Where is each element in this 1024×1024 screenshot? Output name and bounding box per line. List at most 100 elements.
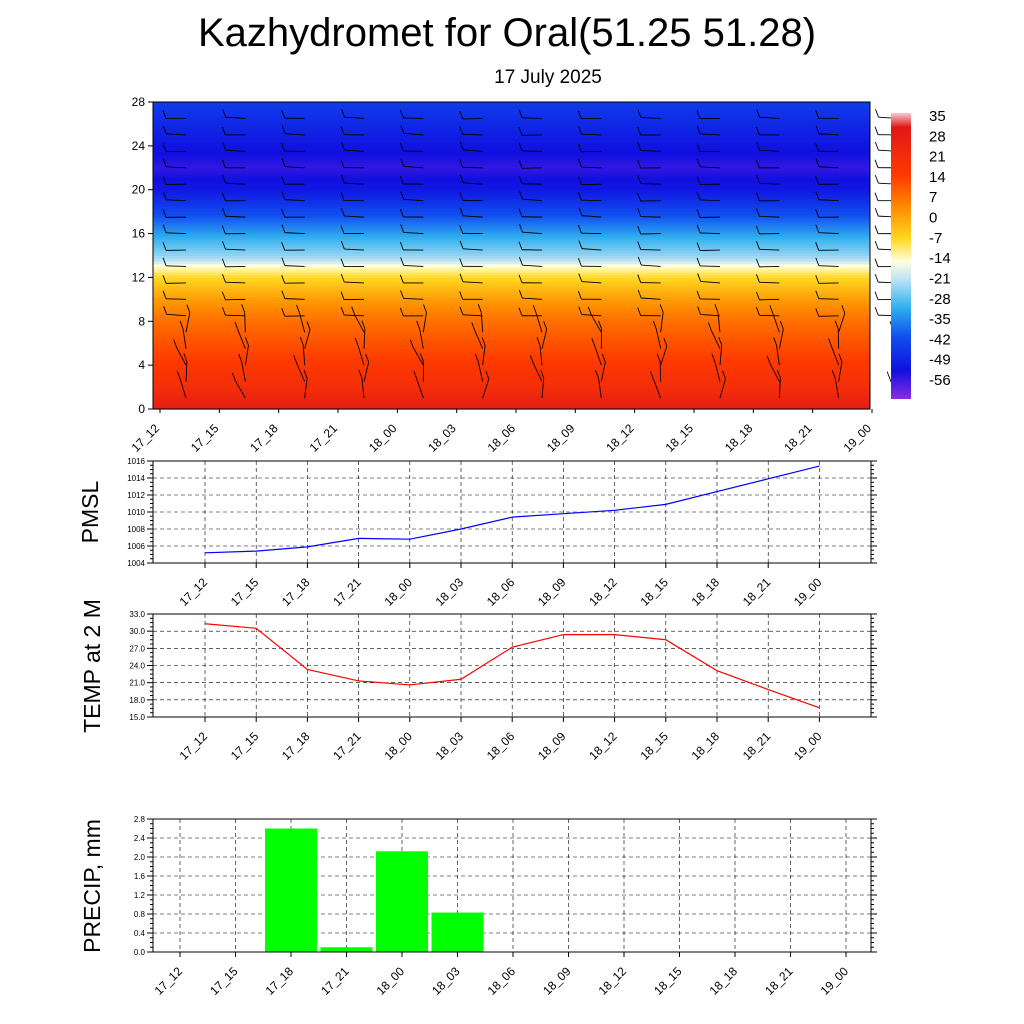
wind-barb-shaft: [225, 116, 246, 119]
wind-barb-flag: [281, 125, 286, 134]
wind-barb-shaft: [776, 345, 780, 366]
ytick-label: 0.8: [134, 910, 146, 919]
wind-barb-flag: [459, 258, 464, 267]
colorbar-label: -14: [929, 250, 951, 267]
wind-barb-flag: [518, 241, 523, 250]
xtick-label: 18_06: [484, 575, 518, 609]
heatmap-band: [153, 104, 870, 109]
heatmap-band: [153, 359, 870, 364]
wind-barb-flag: [722, 370, 726, 379]
colorbar-label: 28: [929, 128, 946, 145]
wind-barb-flag: [815, 224, 820, 233]
heatmap-band: [153, 307, 870, 311]
heatmap-band: [153, 233, 870, 237]
wind-barb-flag: [222, 241, 226, 250]
heatmap-ytick-label: 24: [132, 139, 146, 153]
wind-barb-flag: [420, 353, 424, 362]
wind-barb-shaft: [304, 378, 308, 399]
colorbar-labels: 35 28 21 14 7 0 -7 -14 -21 -28 -35 -42 -49 -56: [929, 108, 951, 389]
wind-barb-shaft: [363, 328, 366, 349]
wind-barb-shaft: [344, 215, 365, 218]
wind-barb-flag: [423, 304, 427, 313]
wind-barb-flag: [162, 242, 167, 251]
wind-barb-shaft: [284, 232, 305, 235]
xtick-label: 17_18: [279, 729, 313, 763]
wind-barb-flag: [696, 242, 701, 251]
heatmap-ytick-label: 4: [138, 358, 145, 372]
wind-barb-shaft: [241, 361, 246, 382]
wind-barb-flag: [874, 126, 879, 135]
wind-barb-shaft: [759, 248, 780, 251]
wind-barb-flag: [815, 143, 820, 152]
heatmap-band: [153, 354, 870, 358]
wind-barb-flag: [221, 291, 226, 300]
heatmap-xtick-label: 18_15: [663, 421, 697, 455]
wind-barb-flag: [756, 109, 761, 118]
heatmap-band: [153, 274, 870, 279]
heatmap-band: [153, 112, 870, 117]
wind-barb-flag: [652, 321, 657, 330]
colorbar-label: 14: [929, 169, 946, 186]
wind-barb-flag: [399, 109, 404, 119]
heatmap-x-ticks: 17_12 17_15 17_18 17_21 18_00 18_03 18_06 18_09…: [129, 409, 875, 455]
ytick-label: 15.0: [129, 713, 145, 722]
wind-barb-shaft: [182, 328, 187, 349]
wind-barb-flag: [399, 142, 404, 152]
heatmap-band: [153, 406, 870, 410]
xtick-label: 17_12: [177, 729, 211, 763]
wind-barb-shaft: [344, 182, 365, 185]
wind-barb-flag: [815, 257, 820, 266]
xtick-label: 19_00: [818, 964, 852, 998]
wind-barb-shaft: [166, 199, 187, 202]
wind-barb-shaft: [344, 314, 365, 317]
heatmap-xtick-label: 19_00: [841, 421, 875, 455]
pmsl-axis-label: PMSL: [77, 480, 103, 543]
xtick-label: 18_12: [586, 575, 620, 609]
xtick-label: 18_18: [707, 964, 741, 998]
heatmap-band: [153, 208, 870, 213]
wind-barb-flag: [815, 110, 820, 119]
wind-barb-flag: [409, 339, 414, 348]
wind-barb-flag: [696, 191, 701, 201]
wind-barb-flag: [841, 305, 846, 314]
heatmap-band: [153, 170, 870, 174]
colorbar-label: -21: [929, 270, 951, 287]
wind-barb-flag: [162, 275, 167, 284]
wind-barb-shaft: [590, 314, 602, 333]
wind-barb-shaft: [225, 314, 246, 317]
wind-barb-flag: [831, 370, 836, 379]
wind-barb-shaft: [363, 362, 370, 382]
heatmap-band: [153, 217, 870, 221]
wind-barb-flag: [281, 158, 286, 167]
wind-barb-flag: [354, 337, 359, 347]
wind-barb-flag: [529, 355, 534, 364]
heatmap-band: [153, 192, 870, 196]
wind-barb-flag: [756, 274, 760, 283]
heatmap-band: [153, 214, 870, 218]
wind-barb-shaft: [225, 149, 246, 152]
wind-barb-flag: [577, 191, 582, 201]
wind-barb-shaft: [522, 198, 543, 202]
heatmap-band: [153, 225, 870, 229]
wind-barb-flag: [281, 290, 286, 299]
heatmap-band: [153, 269, 870, 273]
xtick-label: 18_00: [381, 575, 415, 609]
xtick-label: 17_15: [228, 575, 262, 609]
heatmap-band: [153, 324, 870, 328]
wind-barb-flag: [162, 125, 167, 135]
xtick-label: 19_00: [791, 729, 825, 763]
wind-barb-shaft: [522, 231, 543, 235]
wind-barb-flag: [595, 370, 599, 379]
heatmap-band: [153, 343, 870, 347]
heatmap-band: [153, 329, 870, 333]
wind-barb-flag: [281, 209, 286, 218]
wind-barb-shaft: [818, 265, 839, 267]
wind-barb-flag: [518, 274, 523, 283]
wind-barb-flag: [886, 371, 891, 380]
heatmap-xtick-label: 18_09: [544, 421, 578, 455]
wind-barb-flag: [637, 274, 642, 283]
wind-barb-shaft: [778, 378, 781, 399]
wind-barb-flag: [532, 304, 537, 314]
heatmap-frame: [152, 101, 871, 410]
heatmap-band: [153, 132, 870, 136]
